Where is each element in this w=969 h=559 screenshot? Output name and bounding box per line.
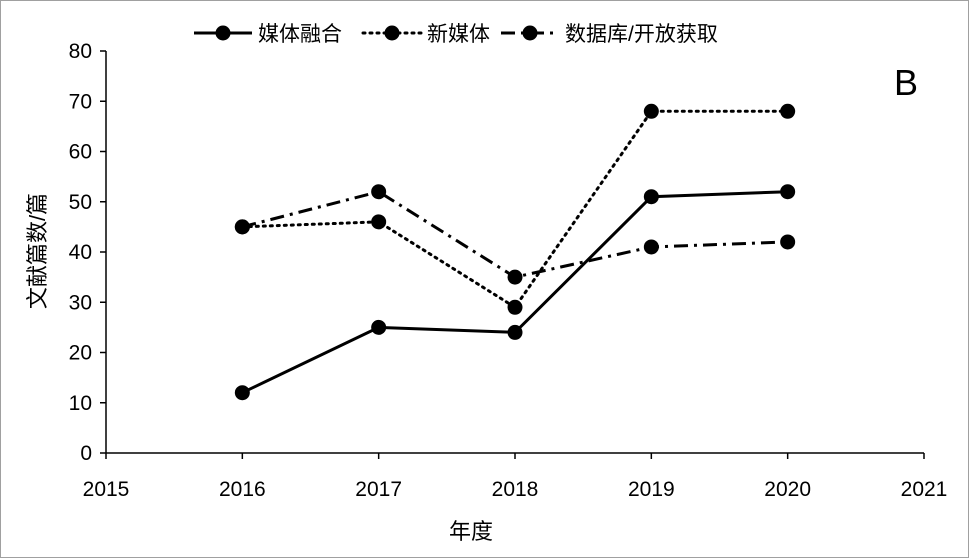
x-tick-label: 2020	[764, 478, 811, 501]
legend-label: 新媒体	[427, 23, 490, 46]
legend-marker	[215, 25, 231, 41]
y-tick-label: 0	[80, 442, 92, 465]
x-tick-label: 2015	[83, 478, 130, 501]
series-line	[241, 190, 788, 279]
legend-item: 数据库/开放获取	[501, 23, 718, 46]
data-point	[643, 189, 659, 205]
y-axis-title: 文献篇数/篇	[25, 193, 50, 309]
series-line	[241, 190, 788, 395]
y-tick-label: 80	[69, 40, 92, 63]
legend-marker	[384, 25, 400, 41]
tick-labels: 0 10 20 30 40 50 60 70 80 2015 2016 2017 2018 2019 202…	[69, 40, 948, 501]
data-point	[643, 103, 659, 119]
axes	[100, 50, 925, 459]
data-point	[371, 319, 387, 335]
x-tick-label: 2018	[492, 478, 539, 501]
legend-item: 新媒体	[361, 23, 490, 46]
series-group	[234, 103, 796, 401]
x-tick-label: 2016	[219, 478, 266, 501]
x-tick-label: 2017	[355, 478, 402, 501]
x-tick-label: 2019	[628, 478, 675, 501]
data-point	[507, 324, 523, 340]
data-point	[780, 184, 796, 200]
y-tick-label: 10	[69, 392, 92, 415]
panel-label: B	[894, 62, 918, 103]
data-point	[780, 103, 796, 119]
y-tick-label: 50	[69, 191, 92, 214]
data-point	[371, 214, 387, 230]
y-tick-label: 30	[69, 291, 92, 314]
data-point	[371, 184, 387, 200]
data-point	[507, 269, 523, 285]
series-0	[234, 184, 796, 401]
y-tick-label: 20	[69, 342, 92, 365]
data-point	[643, 239, 659, 255]
series-2	[234, 184, 796, 285]
legend-label: 数据库/开放获取	[565, 23, 718, 46]
y-tick-label: 60	[69, 141, 92, 164]
x-axis-title: 年度	[449, 519, 493, 544]
legend-marker	[522, 25, 538, 41]
data-point	[234, 219, 250, 235]
legend-label: 媒体融合	[258, 23, 342, 46]
x-tick-label: 2021	[901, 478, 948, 501]
data-point	[507, 299, 523, 315]
y-tick-label: 70	[69, 90, 92, 113]
data-point	[234, 385, 250, 401]
legend-item: 媒体融合	[194, 23, 342, 46]
legend: 媒体融合 新媒体 数据库/开放获取	[194, 23, 718, 46]
y-tick-label: 40	[69, 241, 92, 264]
data-point	[780, 234, 796, 250]
